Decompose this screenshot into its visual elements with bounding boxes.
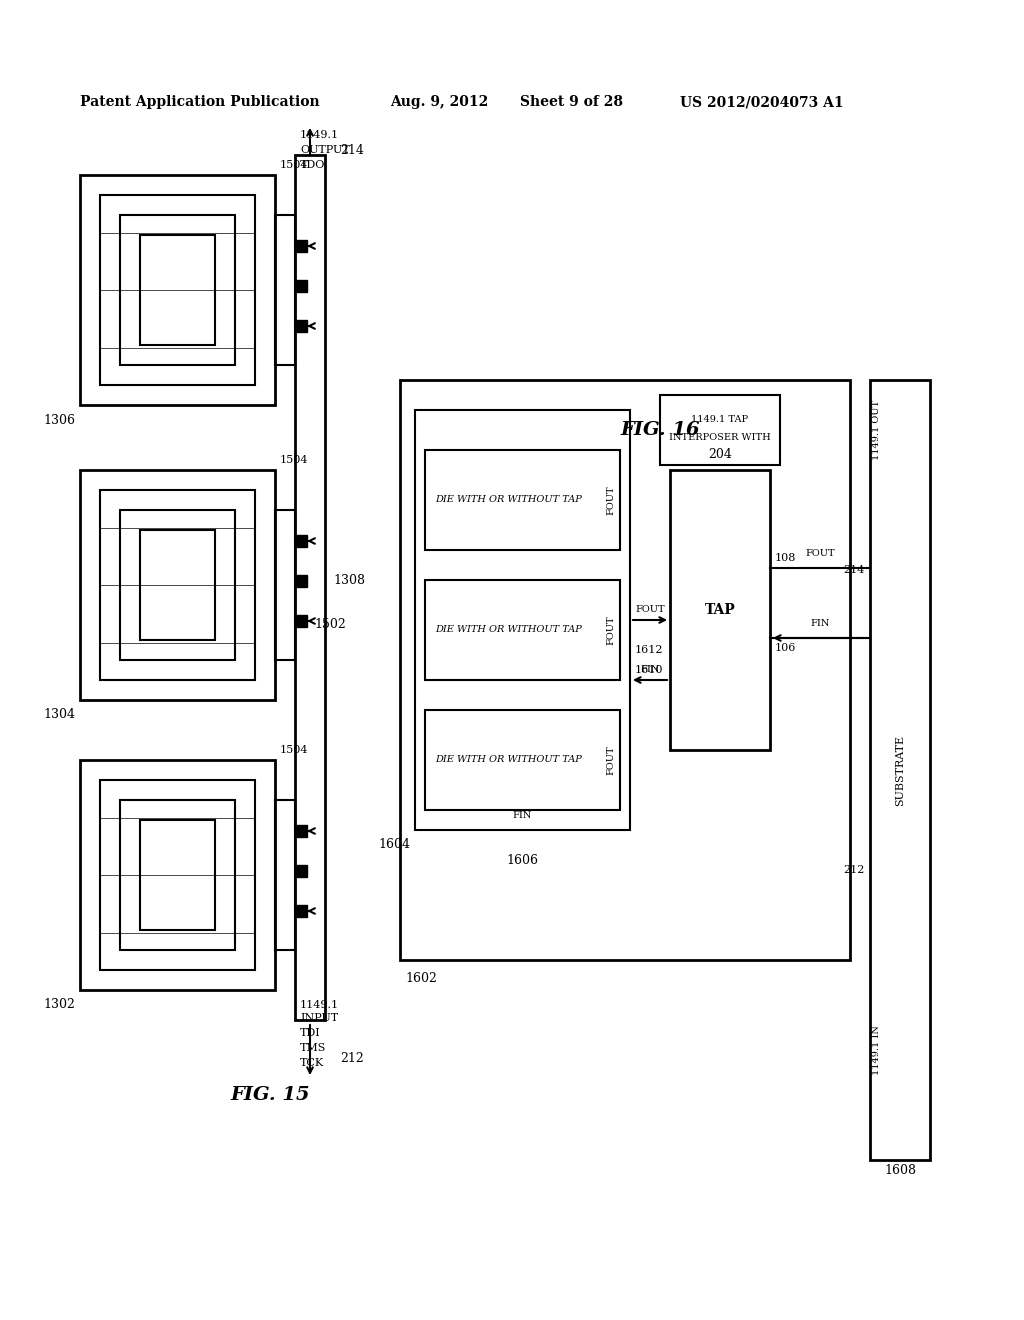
Bar	[295, 280, 307, 292]
Text: TAP: TAP	[705, 603, 735, 616]
Text: FOUT: FOUT	[635, 606, 665, 615]
Text: FOUT: FOUT	[805, 549, 835, 558]
Text: 1612: 1612	[635, 645, 664, 655]
Bar	[100, 195, 255, 385]
Text: TMS: TMS	[300, 1043, 327, 1053]
Text: 204: 204	[708, 449, 732, 462]
Text: US 2012/0204073 A1: US 2012/0204073 A1	[680, 95, 844, 110]
Text: 1608: 1608	[884, 1163, 916, 1176]
Text: 1304: 1304	[43, 709, 75, 722]
Text: 1149.1: 1149.1	[300, 129, 339, 140]
Text: TCK: TCK	[300, 1059, 325, 1068]
Bar	[425, 450, 620, 550]
Bar	[80, 470, 275, 700]
Text: 1308: 1308	[333, 573, 365, 586]
Bar	[670, 470, 770, 750]
Text: INPUT: INPUT	[300, 1012, 338, 1023]
Bar	[275, 215, 295, 366]
Text: FOUT: FOUT	[606, 486, 615, 515]
Text: Aug. 9, 2012: Aug. 9, 2012	[390, 95, 488, 110]
Text: 1604: 1604	[378, 838, 410, 851]
Bar	[275, 800, 295, 950]
Text: 214: 214	[340, 144, 364, 157]
Bar	[120, 215, 234, 366]
Bar	[140, 235, 215, 345]
Bar	[425, 710, 620, 810]
Text: FOUT: FOUT	[606, 615, 615, 644]
Text: 1610: 1610	[635, 665, 664, 675]
Text: 1149.1: 1149.1	[300, 1001, 339, 1010]
Bar	[120, 510, 234, 660]
Text: 212: 212	[844, 865, 865, 875]
Text: TDO: TDO	[300, 160, 326, 170]
Bar	[295, 906, 307, 917]
Bar	[660, 395, 780, 465]
Text: DIE WITH OR WITHOUT TAP: DIE WITH OR WITHOUT TAP	[435, 495, 582, 504]
Text: INTERPOSER WITH: INTERPOSER WITH	[669, 433, 771, 441]
Text: 1602: 1602	[406, 972, 437, 985]
Text: 1504: 1504	[280, 744, 308, 755]
Text: 108: 108	[775, 553, 797, 564]
Bar	[295, 535, 307, 546]
Bar	[415, 411, 630, 830]
Text: FIN: FIN	[513, 810, 532, 820]
Bar	[400, 380, 850, 960]
Text: 1502: 1502	[314, 619, 346, 631]
Text: 1149.1 OUT: 1149.1 OUT	[872, 400, 881, 461]
Bar	[100, 490, 255, 680]
Bar	[425, 579, 620, 680]
Bar	[295, 154, 325, 1020]
Text: 214: 214	[844, 565, 865, 576]
Bar	[295, 865, 307, 876]
Text: FIN: FIN	[640, 665, 659, 675]
Text: FIG. 15: FIG. 15	[230, 1086, 309, 1104]
Bar	[100, 780, 255, 970]
Bar	[295, 615, 307, 627]
Text: 1149.1 TAP: 1149.1 TAP	[691, 414, 749, 424]
Bar	[295, 319, 307, 333]
Text: 1504: 1504	[280, 160, 308, 170]
Text: OUTPUT: OUTPUT	[300, 145, 349, 154]
Text: DIE WITH OR WITHOUT TAP: DIE WITH OR WITHOUT TAP	[435, 755, 582, 764]
Text: FOUT: FOUT	[606, 746, 615, 775]
Text: DIE WITH OR WITHOUT TAP: DIE WITH OR WITHOUT TAP	[435, 626, 582, 635]
Text: 1606: 1606	[507, 854, 539, 866]
Text: FIN: FIN	[810, 619, 829, 628]
Bar	[80, 760, 275, 990]
Bar	[295, 576, 307, 587]
Bar	[870, 380, 930, 1160]
Bar	[140, 531, 215, 640]
Bar	[295, 240, 307, 252]
Bar	[80, 176, 275, 405]
Text: 106: 106	[775, 643, 797, 653]
Text: TDI: TDI	[300, 1028, 321, 1038]
Bar	[140, 820, 215, 931]
Text: Sheet 9 of 28: Sheet 9 of 28	[520, 95, 623, 110]
Text: Patent Application Publication: Patent Application Publication	[80, 95, 319, 110]
Bar	[275, 510, 295, 660]
Text: 1504: 1504	[280, 455, 308, 465]
Text: 1149.1 IN: 1149.1 IN	[872, 1026, 881, 1074]
Text: 1302: 1302	[43, 998, 75, 1011]
Bar	[120, 800, 234, 950]
Text: 1306: 1306	[43, 413, 75, 426]
Text: SUBSTRATE: SUBSTRATE	[895, 734, 905, 805]
Bar	[295, 825, 307, 837]
Text: 212: 212	[340, 1052, 364, 1064]
Text: FIG. 16: FIG. 16	[620, 421, 699, 440]
